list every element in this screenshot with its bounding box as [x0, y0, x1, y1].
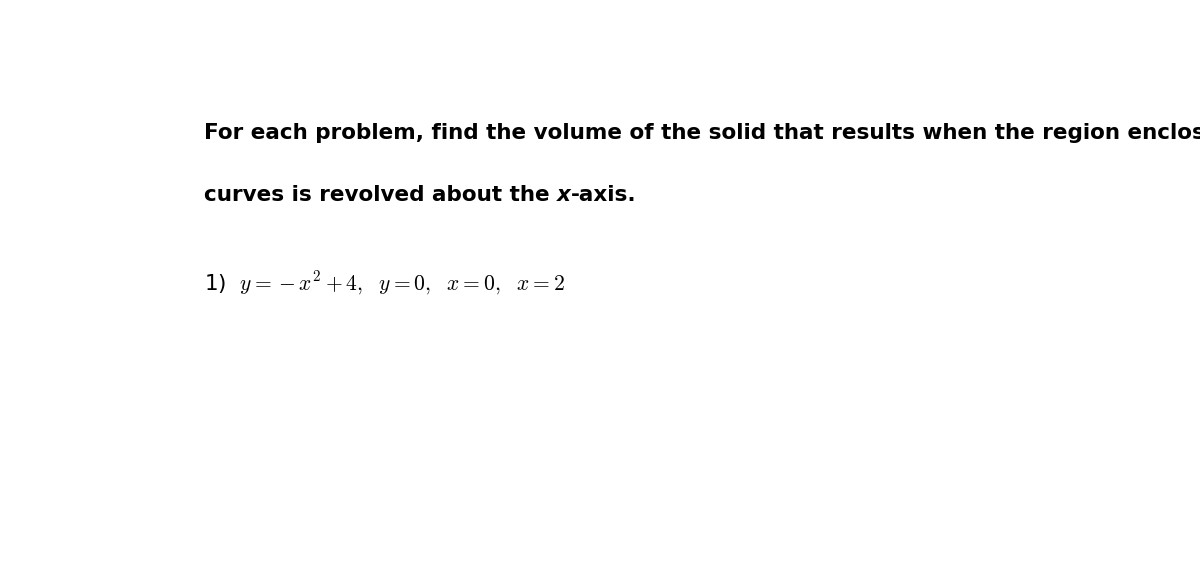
Text: For each problem, find the volume of the solid that results when the region encl: For each problem, find the volume of the…	[204, 122, 1200, 143]
Text: 1)  $y = -x^{2} + 4, \ \ y = 0, \ \ x = 0, \ \ x = 2$: 1) $y = -x^{2} + 4, \ \ y = 0, \ \ x = 0…	[204, 269, 565, 297]
Text: -axis.: -axis.	[571, 185, 636, 205]
Text: curves is revolved about the: curves is revolved about the	[204, 185, 557, 205]
Text: x: x	[557, 185, 571, 205]
